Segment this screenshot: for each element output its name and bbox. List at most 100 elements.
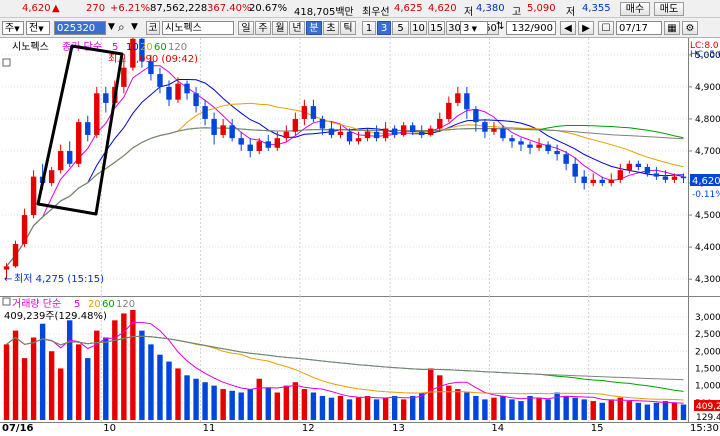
candle	[464, 87, 469, 119]
search-icon[interactable]: ⌕	[118, 20, 125, 35]
candle-body	[545, 145, 550, 151]
candle-body	[473, 109, 478, 122]
volume-bar	[545, 399, 550, 420]
candle-body	[248, 145, 253, 151]
best-ask-label: 최우선	[362, 3, 390, 18]
candle	[545, 141, 550, 154]
interval-second-button[interactable]: 초	[323, 21, 339, 35]
chart-settings-icon[interactable]: ⚙	[682, 21, 698, 35]
prev-page-button[interactable]: ◀	[560, 21, 576, 35]
interval-month-button[interactable]: 월	[272, 21, 288, 35]
period-select[interactable]: 전▼	[26, 21, 50, 35]
price-chart[interactable]: 5,0004,9004,8004,7004,6004,5004,4004,300…	[0, 38, 720, 296]
candle-body	[302, 106, 307, 119]
candle-body	[645, 167, 650, 173]
candle-body	[284, 132, 289, 138]
volume-bar	[681, 405, 686, 420]
next-page-button[interactable]: ▶	[578, 21, 594, 35]
date-label: 14	[491, 423, 504, 435]
volume-bar	[293, 382, 298, 420]
candle-body	[581, 177, 586, 183]
candle-body	[31, 177, 36, 215]
calendar-icon[interactable]: ▦	[664, 21, 680, 35]
candle	[482, 119, 487, 138]
date-label: 11	[203, 423, 216, 435]
volume-ma-legend-60: 60	[102, 299, 115, 310]
candle-body	[536, 145, 541, 148]
candle-body	[609, 180, 614, 183]
volume-bar	[130, 310, 135, 420]
price-session-breaks	[101, 38, 588, 296]
volume-bar	[275, 393, 280, 421]
stock-name-field[interactable]: 시노펙스	[162, 21, 234, 35]
volume-bar	[4, 344, 9, 420]
volume-bar	[527, 396, 532, 420]
volume-bar	[338, 396, 343, 420]
volume-current-label: 409,239주(129.48%)	[4, 311, 107, 322]
minute-1-button[interactable]: 1	[362, 21, 376, 35]
candle	[609, 173, 614, 186]
price-tick-label: 4,900	[695, 83, 720, 93]
low-value: 4,380	[476, 3, 505, 14]
count-select[interactable]: 3 ▼	[460, 21, 488, 35]
buy-button[interactable]: 매수	[620, 2, 650, 16]
volume-legend-label: 거래량 단순	[12, 298, 61, 310]
candle	[473, 106, 478, 132]
candle	[22, 209, 27, 247]
price-change: 270	[86, 3, 105, 14]
candle	[527, 141, 532, 154]
minute-15-button[interactable]: 15	[428, 21, 445, 35]
volume-bar	[636, 403, 641, 420]
market-select[interactable]: 주▼	[2, 21, 24, 35]
minute-3-button[interactable]: 3	[377, 21, 391, 35]
date-field[interactable]: 07/17	[616, 21, 662, 35]
volume-bar	[311, 393, 316, 421]
volume-ma-legend-20: 20	[88, 299, 101, 310]
change-rate: +6.21%	[110, 3, 150, 14]
period-select-value: 전	[29, 23, 38, 34]
candle-body	[320, 119, 325, 129]
price-ma-legend-20: 20	[140, 42, 153, 53]
calendar-toggle-button[interactable]: ☐	[598, 21, 614, 35]
volume-bar	[329, 398, 334, 420]
volume-toggle-icon[interactable]	[3, 298, 10, 305]
code-dropdown-icon[interactable]: ▼	[108, 22, 115, 32]
sort-icon[interactable]: ⇅	[496, 21, 504, 32]
candle-body	[85, 122, 90, 135]
volume-bar	[85, 358, 90, 420]
code-type-button[interactable]: 코	[146, 21, 160, 35]
indicator-toggle-icon[interactable]	[3, 59, 10, 66]
candle	[13, 241, 18, 268]
search-dropdown-icon[interactable]: ▼	[131, 22, 138, 32]
sell-button[interactable]: 매도	[654, 2, 684, 16]
candle-body	[311, 106, 316, 119]
minute-5-button[interactable]: 5	[392, 21, 409, 35]
volume-bar	[536, 398, 541, 420]
volume-bar	[672, 403, 677, 420]
candle	[654, 167, 659, 180]
min-price-label: 최저 4,275 (15:15)	[14, 273, 104, 285]
candle	[157, 68, 162, 94]
candle	[572, 157, 577, 183]
stock-code-value: 025320	[57, 23, 95, 34]
candle	[374, 125, 379, 141]
interval-day-button[interactable]: 일	[238, 21, 254, 35]
candle-body	[527, 145, 532, 148]
volume-bar	[220, 389, 225, 420]
page-info-value: 132/900	[511, 23, 553, 34]
page-info-field[interactable]: 132/900	[506, 21, 556, 35]
interval-week-button[interactable]: 주	[255, 21, 271, 35]
minute-10-button[interactable]: 10	[410, 21, 427, 35]
interval-year-button[interactable]: 년	[289, 21, 305, 35]
current-change-tag: -0.11%	[692, 190, 720, 200]
stock-code-input[interactable]: 025320	[54, 21, 106, 35]
candle-body	[202, 106, 207, 119]
volume-bar	[103, 338, 108, 421]
volume-bar	[193, 379, 198, 420]
candle	[193, 87, 198, 113]
interval-tick-button[interactable]: 틱	[340, 21, 356, 35]
interval-minute-button[interactable]: 분	[306, 21, 322, 35]
candle-body	[193, 93, 198, 106]
candle-body	[329, 129, 334, 135]
